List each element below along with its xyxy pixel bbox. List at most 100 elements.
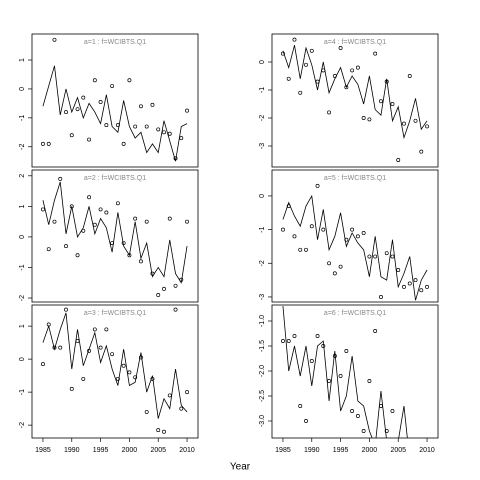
data-point: [292, 234, 297, 239]
data-point: [367, 379, 372, 383]
data-point: [407, 281, 412, 286]
panel-title: a=3 : f=WCIBTS.Q1: [84, 310, 146, 317]
data-point: [373, 329, 378, 333]
panel-frame: [271, 33, 439, 168]
y-tick-label: 0: [19, 235, 26, 239]
data-point: [121, 363, 126, 368]
x-tick-label: 1990: [64, 447, 80, 454]
data-point: [327, 110, 332, 115]
data-point: [127, 370, 132, 375]
plot-area: [41, 37, 189, 162]
x-tick-label: 1995: [333, 447, 349, 454]
data-point: [46, 247, 51, 252]
data-point: [425, 124, 429, 129]
data-point: [150, 102, 155, 107]
data-point: [390, 254, 395, 259]
data-point: [104, 210, 109, 215]
data-point: [92, 327, 97, 332]
data-point: [350, 227, 355, 232]
data-point: [419, 288, 424, 293]
data-point: [304, 419, 308, 423]
data-point: [309, 359, 314, 363]
x-tick-label: 1995: [93, 447, 109, 454]
data-point: [179, 406, 184, 411]
data-point: [133, 124, 138, 129]
data-point: [367, 254, 372, 259]
data-point: [162, 429, 166, 434]
x-tick-label: 2005: [150, 447, 166, 454]
y-tick-label: -3.0: [259, 415, 266, 427]
panel-title: a=4 : f=WCIBTS.Q1: [324, 39, 386, 46]
data-point: [361, 231, 366, 235]
data-point: [298, 90, 303, 95]
data-point: [173, 307, 178, 312]
plot-area: [281, 183, 429, 301]
data-point: [185, 219, 189, 224]
data-point: [315, 334, 320, 338]
data-point: [133, 216, 138, 221]
data-point: [419, 149, 424, 154]
data-point: [144, 409, 149, 414]
data-point: [378, 294, 383, 299]
data-point: [46, 141, 51, 146]
data-point: [138, 259, 143, 264]
panel-title: a=6 : f=WCIBTS.Q1: [324, 310, 386, 317]
data-point: [87, 195, 92, 200]
data-point: [281, 227, 285, 232]
data-point: [127, 78, 132, 83]
y-tick-label: -1: [19, 264, 26, 270]
data-point: [425, 284, 429, 289]
data-point: [138, 355, 143, 360]
data-point: [344, 237, 349, 242]
y-tick-label: -2: [19, 295, 26, 301]
data-point: [167, 216, 172, 221]
data-point: [162, 130, 166, 135]
data-point: [355, 65, 360, 70]
y-tick-label: -3: [259, 143, 266, 149]
y-tick-label: -1.5: [259, 340, 266, 352]
fitted-line: [42, 181, 188, 284]
data-point: [110, 352, 115, 357]
data-point: [355, 234, 360, 239]
y-tick-label: -2: [259, 115, 266, 121]
data-point: [292, 334, 297, 338]
data-point: [167, 131, 172, 136]
data-point: [367, 117, 372, 122]
data-point: [378, 99, 383, 104]
data-point: [321, 227, 326, 232]
data-point: [315, 183, 320, 188]
data-point: [344, 85, 349, 90]
data-point: [384, 251, 389, 256]
plot-area: [281, 37, 429, 162]
y-tick-label: 0: [19, 357, 26, 361]
y-tick-label: -2.0: [259, 365, 266, 377]
data-point: [162, 286, 166, 291]
data-point: [98, 207, 103, 212]
data-point: [98, 345, 103, 350]
data-point: [121, 141, 126, 146]
data-point: [281, 339, 285, 343]
data-point: [64, 244, 68, 249]
plot-area: [281, 305, 408, 438]
data-point: [304, 62, 308, 67]
data-point: [144, 124, 149, 129]
panel-frame: [271, 169, 439, 303]
data-point: [413, 118, 418, 123]
data-point: [156, 127, 161, 132]
y-tick-label: 1: [19, 58, 26, 62]
data-point: [64, 307, 68, 312]
data-point: [104, 123, 109, 128]
panel-title: a=5 : f=WCIBTS.Q1: [324, 175, 386, 182]
y-tick-label: -1: [19, 389, 26, 395]
data-point: [156, 428, 161, 433]
data-point: [390, 409, 395, 413]
data-point: [292, 37, 297, 42]
data-point: [355, 414, 360, 418]
data-point: [413, 278, 418, 283]
x-tick-label: 1985: [275, 447, 291, 454]
x-tick-label: 2000: [122, 447, 138, 454]
data-point: [75, 107, 80, 112]
data-point: [309, 224, 314, 229]
data-point: [58, 176, 63, 181]
